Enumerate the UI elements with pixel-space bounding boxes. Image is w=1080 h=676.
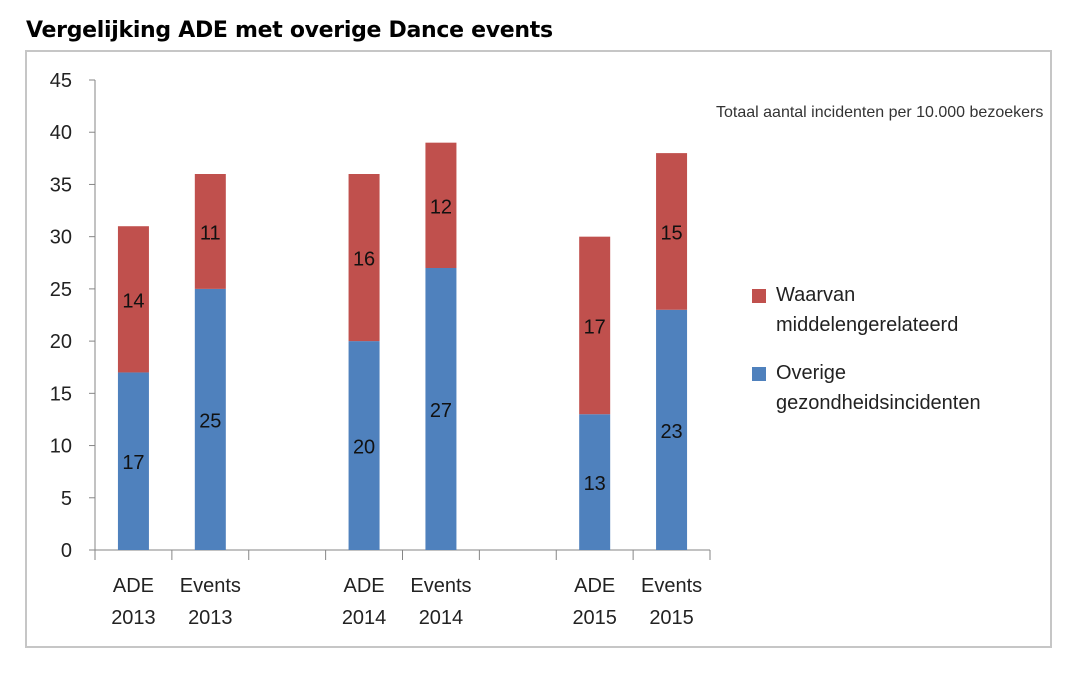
y-tick-label: 45: [50, 70, 72, 92]
bar-segment: [117, 226, 149, 373]
x-tick-label: ADE: [344, 575, 385, 597]
legend-label-line1: Overige: [776, 362, 847, 384]
x-tick-label: 2013: [111, 607, 156, 629]
data-label: 12: [430, 196, 452, 218]
x-tick-label: 2014: [342, 607, 387, 629]
bar-segment: [194, 288, 226, 550]
x-tick-label: ADE: [574, 575, 615, 597]
x-tick-label: 2015: [649, 607, 694, 629]
legend-label-line2: middelengerelateerd: [776, 314, 959, 336]
data-label: 27: [430, 400, 452, 422]
bar-segment: [656, 309, 688, 550]
bar-segment: [117, 372, 149, 550]
data-label: 23: [660, 421, 682, 443]
y-tick-label: 0: [61, 540, 72, 562]
x-tick-label: 2013: [188, 607, 233, 629]
y-tick-label: 25: [50, 279, 72, 301]
page-title: Vergelijking ADE met overige Dance event…: [26, 18, 553, 43]
data-label: 14: [122, 290, 144, 312]
legend-swatch-red: [752, 289, 766, 303]
y-tick-label: 35: [50, 174, 72, 196]
data-label: 20: [353, 437, 375, 459]
data-labels: 17 14 25 11 20 16 27 12 13 17 23 15: [122, 196, 682, 495]
legend-swatch-blue: [752, 367, 766, 381]
legend-item-middelengerelateerd: Waarvan middelengerelateerd: [752, 280, 981, 340]
chart-annotation: Totaal aantal incidenten per 10.000 bezo…: [716, 104, 1044, 121]
y-tick-label: 10: [50, 436, 72, 458]
bar-segment: [579, 414, 611, 550]
x-tick-label: ADE: [113, 575, 154, 597]
data-label: 11: [200, 222, 221, 244]
data-label: 16: [353, 249, 375, 271]
x-tick-label: Events: [641, 575, 702, 597]
bar-segment: [656, 153, 688, 310]
y-tick-label: 5: [61, 488, 72, 510]
y-tick-label: 15: [50, 383, 72, 405]
x-tick-label: Events: [410, 575, 471, 597]
legend-item-overige: Overige gezondheidsincidenten: [752, 358, 981, 418]
data-label: 25: [199, 410, 221, 432]
bar-segment: [348, 174, 380, 342]
data-label: 17: [584, 316, 606, 338]
y-tick-label: 20: [50, 331, 72, 353]
bar-segment: [425, 142, 457, 268]
data-label: 17: [122, 452, 144, 474]
legend-label-line1: Waarvan: [776, 284, 856, 306]
bar-segment: [579, 236, 611, 415]
bar-segment: [425, 268, 457, 550]
bar-segment: [348, 341, 380, 550]
axes: 051015202530354045ADE2013Events2013ADE20…: [50, 70, 711, 629]
legend-label-line2: gezondheidsincidenten: [776, 392, 981, 414]
bars: [117, 142, 688, 550]
bar-segment: [194, 174, 226, 289]
data-label: 15: [660, 222, 682, 244]
x-tick-label: 2014: [419, 607, 464, 629]
x-tick-label: Events: [180, 575, 241, 597]
y-tick-label: 30: [50, 227, 72, 249]
legend: Waarvan middelengerelateerd Overige gezo…: [752, 280, 981, 436]
y-tick-label: 40: [50, 122, 72, 144]
data-label: 13: [584, 473, 606, 495]
x-tick-label: 2015: [572, 607, 617, 629]
